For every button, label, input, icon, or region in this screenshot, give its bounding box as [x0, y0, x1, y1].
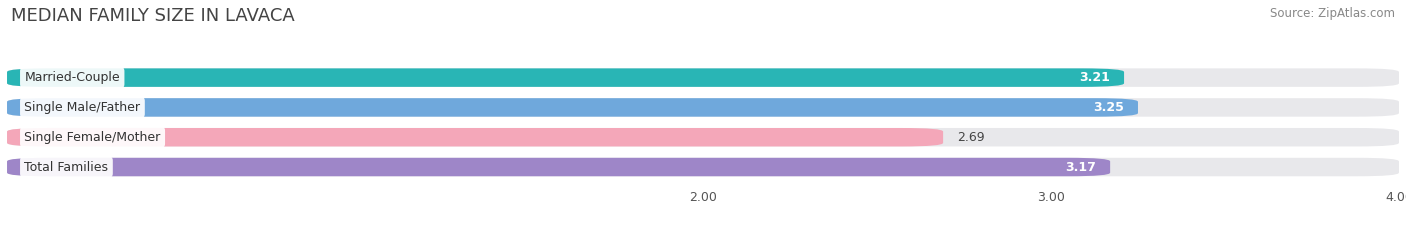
- Text: 3.25: 3.25: [1094, 101, 1123, 114]
- FancyBboxPatch shape: [7, 128, 1399, 147]
- Text: 2.69: 2.69: [957, 131, 984, 144]
- Text: 3.17: 3.17: [1066, 161, 1097, 174]
- Text: Single Female/Mother: Single Female/Mother: [24, 131, 160, 144]
- Text: Married-Couple: Married-Couple: [24, 71, 120, 84]
- Text: Total Families: Total Families: [24, 161, 108, 174]
- Text: 3.21: 3.21: [1080, 71, 1111, 84]
- FancyBboxPatch shape: [7, 68, 1123, 87]
- Text: Source: ZipAtlas.com: Source: ZipAtlas.com: [1270, 7, 1395, 20]
- FancyBboxPatch shape: [7, 158, 1399, 176]
- FancyBboxPatch shape: [7, 158, 1111, 176]
- FancyBboxPatch shape: [7, 98, 1137, 117]
- FancyBboxPatch shape: [7, 68, 1399, 87]
- FancyBboxPatch shape: [7, 98, 1399, 117]
- FancyBboxPatch shape: [7, 128, 943, 147]
- Text: MEDIAN FAMILY SIZE IN LAVACA: MEDIAN FAMILY SIZE IN LAVACA: [11, 7, 295, 25]
- Text: Single Male/Father: Single Male/Father: [24, 101, 141, 114]
